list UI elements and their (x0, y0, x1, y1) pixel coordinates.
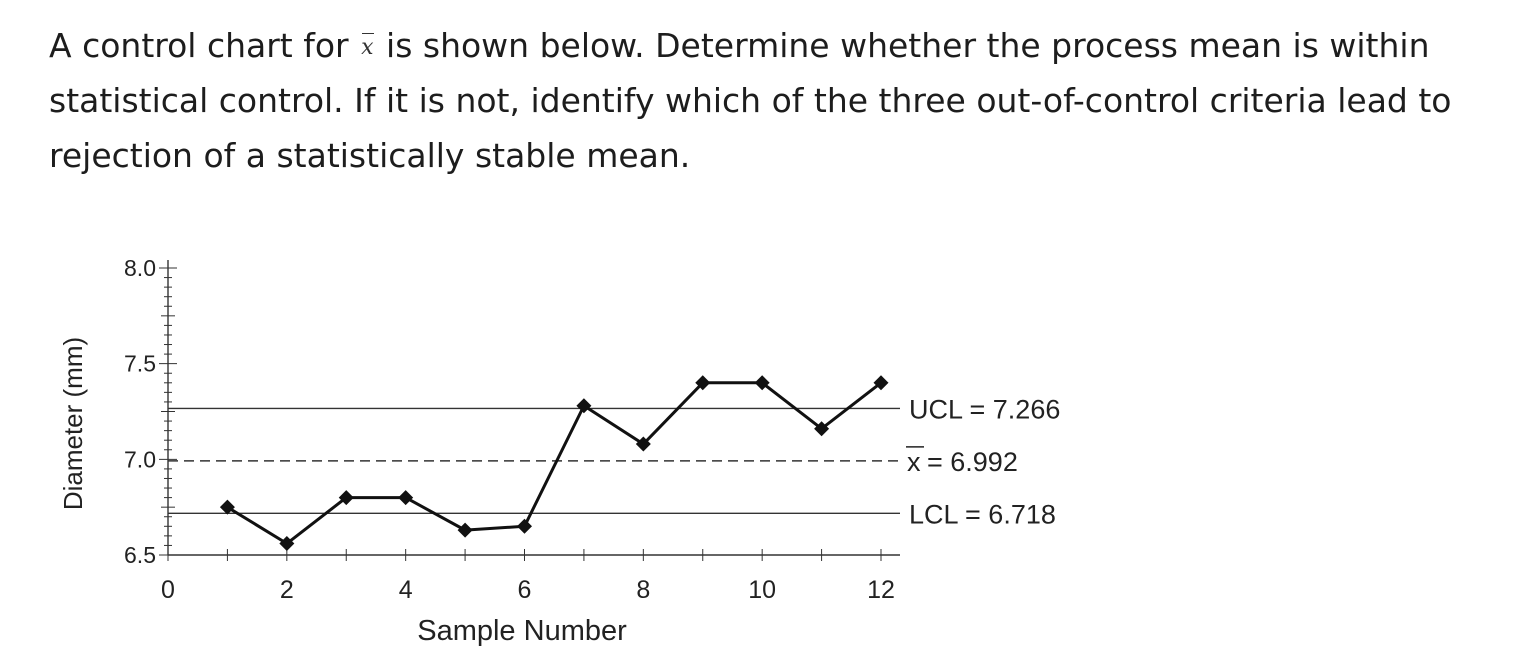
x-tick-label: 8 (636, 576, 650, 604)
x-axis-label: Sample Number (417, 615, 627, 647)
data-point (873, 375, 889, 391)
x-tick-label: 10 (748, 576, 776, 604)
center-line-symbol: x (907, 447, 921, 477)
x-tick-label: 0 (161, 576, 175, 604)
data-point (695, 375, 711, 391)
data-point (398, 490, 414, 506)
data-series (219, 375, 889, 552)
lcl-label: LCL = 6.718 (909, 499, 1056, 529)
data-point (754, 375, 770, 391)
x-tick-label: 6 (518, 576, 532, 604)
axes: 6.5 7.0 7.5 8.0 0 2 4 6 8 10 12 (124, 255, 900, 604)
data-point (219, 499, 235, 515)
y-axis-label: Diameter (mm) (58, 337, 88, 510)
y-tick-label: 8.0 (124, 255, 156, 281)
control-lines (168, 407, 900, 514)
data-point (814, 421, 830, 437)
x-bar-symbol: x (361, 33, 374, 60)
data-point (279, 536, 295, 552)
data-point (517, 518, 532, 534)
x-tick-label: 2 (280, 576, 294, 604)
data-point (457, 522, 473, 538)
data-point (635, 436, 651, 452)
data-point (338, 490, 354, 506)
x-tick-label: 4 (399, 576, 413, 604)
y-tick-label: 6.5 (124, 542, 156, 568)
y-tick-label: 7.5 (124, 351, 156, 377)
series-line (226, 381, 882, 546)
chart-labels: UCL = 7.266 x = 6.992 LCL = 6.718 Sample Num… (58, 337, 1060, 647)
data-point (576, 398, 592, 414)
question-text: A control chart for x is shown below. De… (49, 18, 1509, 183)
y-tick-label: 7.0 (124, 446, 156, 472)
x-tick-label: 12 (867, 576, 895, 604)
question-text-rest: is shown below. Determine whether the pr… (49, 26, 1452, 175)
question-text-start: A control chart for (49, 26, 349, 65)
center-line-label: = 6.992 (927, 447, 1018, 477)
ucl-label: UCL = 7.266 (909, 394, 1060, 424)
